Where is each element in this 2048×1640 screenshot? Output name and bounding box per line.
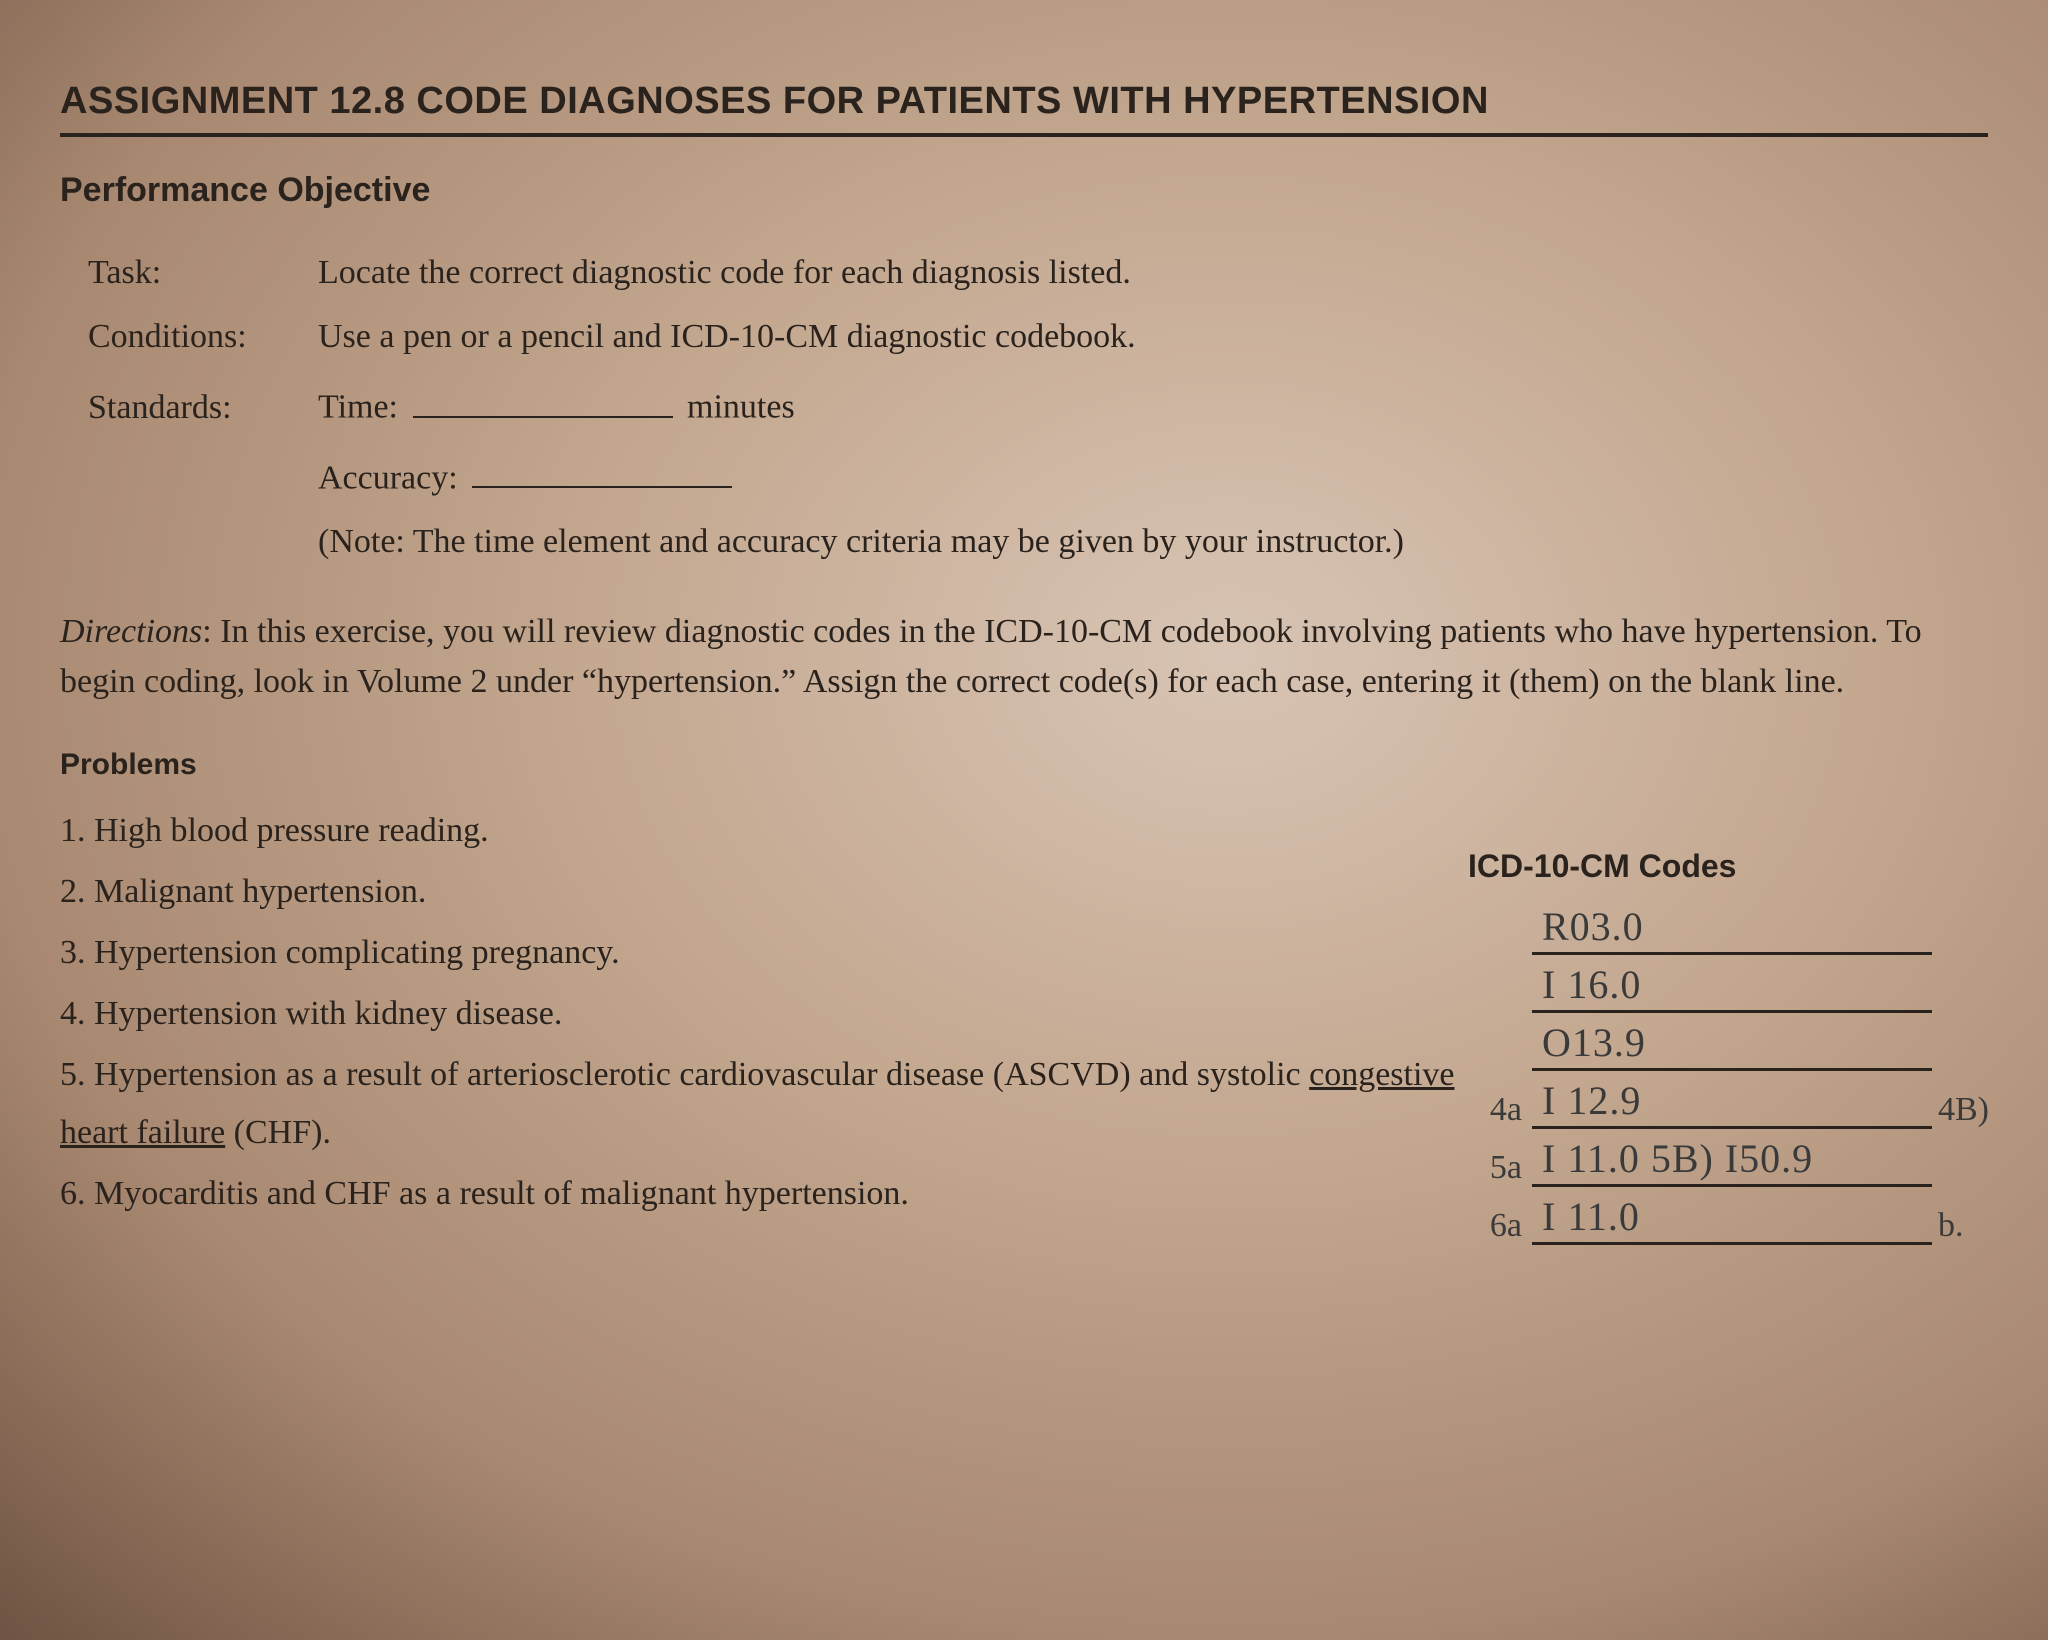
time-label: Time: <box>318 389 398 426</box>
problems-list: 1. High blood pressure reading. 2. Malig… <box>60 802 1468 1226</box>
problems-heading: Problems <box>60 748 1988 782</box>
item-num: 6. <box>60 1175 86 1212</box>
code-line: 4a I 12.9 4B) <box>1468 1071 1988 1129</box>
directions-lead: Directions <box>60 613 202 650</box>
performance-objective-heading: Performance Objective <box>60 171 1988 210</box>
code-answer[interactable]: R03.0 <box>1532 903 1932 955</box>
assignment-title: ASSIGNMENT 12.8 CODE DIAGNOSES FOR PATIE… <box>60 80 1988 123</box>
item-num: 1. <box>60 812 86 849</box>
code-line: 6a I 11.0 b. <box>1468 1187 1988 1245</box>
item-num: 2. <box>60 873 86 910</box>
codes-header: ICD-10-CM Codes <box>1468 848 1988 885</box>
item-num: 3. <box>60 934 86 971</box>
code-prefix: 5a <box>1468 1149 1532 1187</box>
code-answer[interactable]: O13.9 <box>1532 1019 1932 1071</box>
accuracy-row: Accuracy: <box>88 453 1988 498</box>
item-num: 5. <box>60 1056 86 1093</box>
instructor-note: (Note: The time element and accuracy cri… <box>318 523 1988 561</box>
code-answer[interactable]: I 16.0 <box>1532 961 1932 1013</box>
standards-time-row: Standards: Time: minutes <box>88 382 1988 427</box>
list-item: 6. Myocarditis and CHF as a result of ma… <box>60 1165 1458 1222</box>
code-prefix: 6a <box>1468 1207 1532 1245</box>
accuracy-label: Accuracy: <box>318 459 458 496</box>
list-item: 2. Malignant hypertension. <box>60 863 1458 920</box>
item-text-a: Hypertension as a result of arterioscler… <box>94 1056 1309 1093</box>
list-item: 3. Hypertension complicating pregnancy. <box>60 924 1458 981</box>
item-text: Hypertension with kidney disease. <box>94 995 562 1032</box>
time-unit: minutes <box>687 389 795 426</box>
code-line: I 16.0 <box>1468 955 1988 1013</box>
title-underline: ASSIGNMENT 12.8 CODE DIAGNOSES FOR PATIE… <box>60 80 1988 137</box>
accuracy-line: Accuracy: <box>318 453 1988 498</box>
accuracy-blank[interactable] <box>472 453 732 489</box>
code-answer[interactable]: I 12.9 <box>1532 1077 1932 1129</box>
directions-body: : In this exercise, you will review diag… <box>60 613 1922 699</box>
code-answer[interactable]: I 11.0 5B) I50.9 <box>1532 1135 1932 1187</box>
item-text: Myocarditis and CHF as a result of malig… <box>94 1175 909 1212</box>
code-answer[interactable]: I 11.0 <box>1532 1193 1932 1245</box>
task-label: Task: <box>88 254 318 292</box>
time-blank[interactable] <box>413 382 673 418</box>
conditions-row: Conditions: Use a pen or a pencil and IC… <box>88 318 1988 356</box>
conditions-value: Use a pen or a pencil and ICD-10-CM diag… <box>318 318 1988 356</box>
item-num: 4. <box>60 995 86 1032</box>
code-line: O13.9 <box>1468 1013 1988 1071</box>
item-text: Hypertension complicating pregnancy. <box>94 934 620 971</box>
task-row: Task: Locate the correct diagnostic code… <box>88 254 1988 292</box>
standards-label: Standards: <box>88 389 318 427</box>
code-line: R03.0 <box>1468 897 1988 955</box>
objective-meta: Task: Locate the correct diagnostic code… <box>88 254 1988 561</box>
time-line: Time: minutes <box>318 382 1988 427</box>
list-item: 4. Hypertension with kidney disease. <box>60 985 1458 1042</box>
conditions-label: Conditions: <box>88 318 318 356</box>
code-line: 5a I 11.0 5B) I50.9 <box>1468 1129 1988 1187</box>
item-text: High blood pressure reading. <box>94 812 489 849</box>
list-item: 1. High blood pressure reading. <box>60 802 1458 859</box>
codes-column: ICD-10-CM Codes R03.0 I 16.0 O13.9 4a I … <box>1468 802 1988 1245</box>
problems-area: 1. High blood pressure reading. 2. Malig… <box>60 802 1988 1245</box>
code-prefix: 4a <box>1468 1091 1532 1129</box>
code-suffix: b. <box>1932 1207 1988 1245</box>
task-value: Locate the correct diagnostic code for e… <box>318 254 1988 292</box>
directions-paragraph: Directions: In this exercise, you will r… <box>60 607 1978 706</box>
code-suffix: 4B) <box>1932 1091 1988 1129</box>
list-item: 5. Hypertension as a result of arteriosc… <box>60 1046 1458 1160</box>
worksheet-page: ASSIGNMENT 12.8 CODE DIAGNOSES FOR PATIE… <box>60 80 1988 1580</box>
item-text: Malignant hypertension. <box>94 873 426 910</box>
item-text-b: (CHF). <box>225 1114 331 1151</box>
